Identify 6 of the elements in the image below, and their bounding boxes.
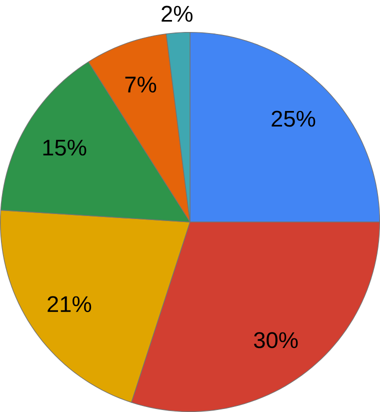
- data-label: 25%: [272, 110, 316, 127]
- data-label: 2%: [162, 6, 192, 22]
- data-label: 7%: [125, 76, 156, 93]
- data-label: 21%: [48, 296, 92, 312]
- data-label: 15%: [43, 140, 86, 156]
- data-label: 30%: [254, 332, 298, 348]
